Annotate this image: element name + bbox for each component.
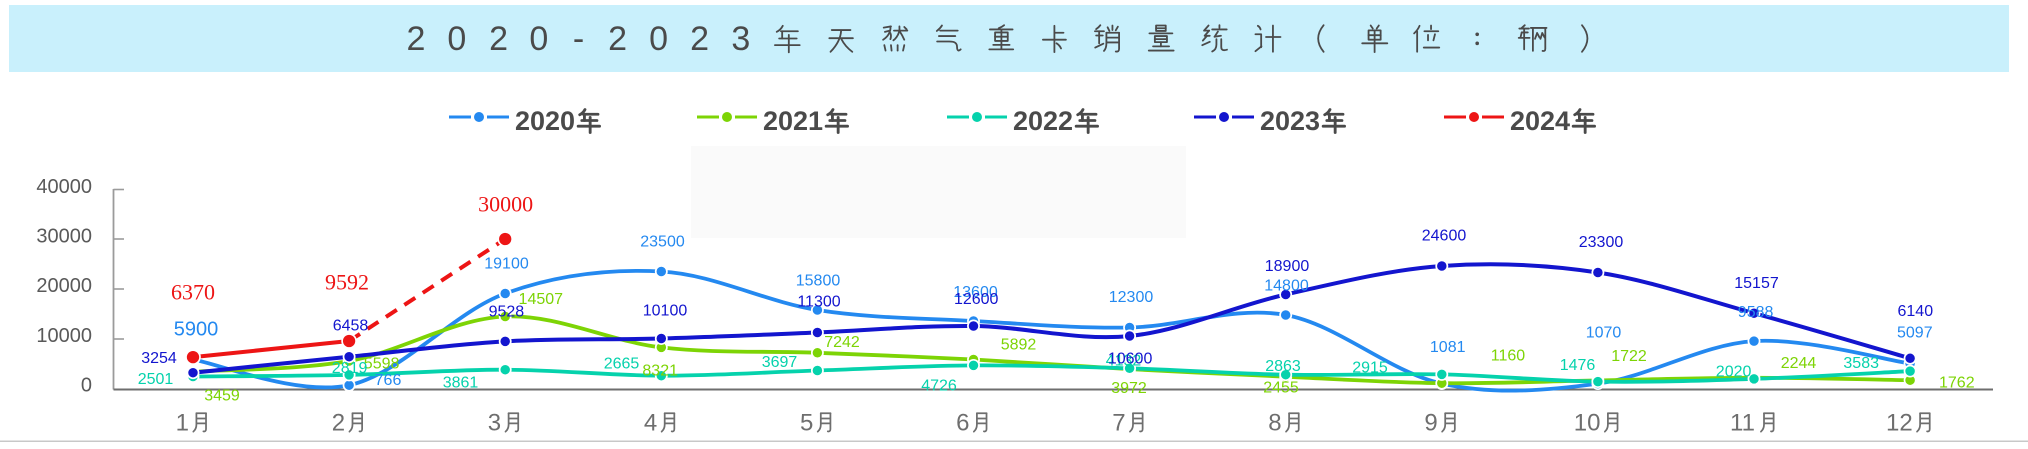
svg-text:8: 8 <box>1268 410 1281 437</box>
svg-text:3: 3 <box>731 20 750 58</box>
svg-text:20000: 20000 <box>36 275 92 297</box>
svg-text:9592: 9592 <box>325 269 369 294</box>
svg-text:6458: 6458 <box>333 318 369 335</box>
svg-text:30000: 30000 <box>478 192 533 217</box>
svg-text:2244: 2244 <box>1781 355 1817 372</box>
svg-text:2819: 2819 <box>332 360 368 377</box>
svg-text:11300: 11300 <box>797 294 840 311</box>
svg-text:1: 1 <box>176 410 189 437</box>
svg-text:6140: 6140 <box>1898 303 1934 320</box>
svg-text:0: 0 <box>649 20 668 58</box>
svg-text:2665: 2665 <box>604 355 640 372</box>
svg-text:2863: 2863 <box>1265 358 1301 375</box>
svg-text:0: 0 <box>447 20 466 58</box>
svg-text:1476: 1476 <box>1560 357 1596 374</box>
svg-text:1160: 1160 <box>1491 348 1526 365</box>
svg-text:12600: 12600 <box>954 291 999 308</box>
svg-text:5: 5 <box>800 410 813 437</box>
svg-text:6: 6 <box>956 410 969 437</box>
svg-text:4: 4 <box>644 410 657 437</box>
svg-text:2915: 2915 <box>1352 359 1388 376</box>
svg-text:4726: 4726 <box>921 377 957 394</box>
svg-text:2: 2 <box>489 20 508 58</box>
svg-text:10100: 10100 <box>643 302 688 319</box>
svg-text:-: - <box>573 20 584 58</box>
svg-text:2: 2 <box>407 20 426 58</box>
svg-text:1762: 1762 <box>1939 374 1975 391</box>
svg-text:2021: 2021 <box>763 106 823 136</box>
svg-text:23300: 23300 <box>1579 234 1624 251</box>
svg-text:11: 11 <box>1730 410 1755 437</box>
svg-text:15157: 15157 <box>1734 275 1779 292</box>
svg-text:2020: 2020 <box>1716 363 1752 380</box>
svg-text:24600: 24600 <box>1422 227 1467 244</box>
svg-text:1722: 1722 <box>1611 348 1647 365</box>
svg-text:2: 2 <box>332 410 345 437</box>
svg-text:0: 0 <box>81 374 92 396</box>
svg-text:2: 2 <box>608 20 627 58</box>
svg-text:9588: 9588 <box>1738 304 1774 321</box>
svg-text:10000: 10000 <box>36 325 92 347</box>
svg-text:15800: 15800 <box>796 273 841 290</box>
svg-text:3: 3 <box>488 410 501 437</box>
svg-text:10: 10 <box>1574 410 1601 437</box>
svg-text:2023: 2023 <box>1260 106 1320 136</box>
svg-text:3583: 3583 <box>1843 355 1879 372</box>
svg-text:5900: 5900 <box>174 319 219 341</box>
svg-text:18900: 18900 <box>1265 258 1310 275</box>
svg-text:19100: 19100 <box>484 256 529 273</box>
svg-text:2: 2 <box>690 20 709 58</box>
svg-text:1070: 1070 <box>1586 324 1622 341</box>
svg-text:4132: 4132 <box>1106 352 1142 369</box>
svg-text:3861: 3861 <box>443 375 479 392</box>
svg-text:3254: 3254 <box>141 350 177 367</box>
svg-text:1081: 1081 <box>1430 339 1466 356</box>
svg-text:5892: 5892 <box>1001 337 1037 354</box>
svg-text:23500: 23500 <box>640 233 685 250</box>
svg-text:14800: 14800 <box>1264 277 1309 294</box>
svg-text:9528: 9528 <box>489 303 525 320</box>
svg-text:12: 12 <box>1886 410 1913 437</box>
svg-text:12300: 12300 <box>1109 289 1154 306</box>
svg-text:7: 7 <box>1112 410 1125 437</box>
svg-text:6370: 6370 <box>171 279 215 304</box>
svg-text:3972: 3972 <box>1111 380 1147 397</box>
svg-text:2024: 2024 <box>1510 106 1570 136</box>
svg-text:2501: 2501 <box>138 371 174 388</box>
svg-text:766: 766 <box>375 372 402 389</box>
svg-text:10600: 10600 <box>1108 350 1153 367</box>
svg-text:0: 0 <box>529 20 548 58</box>
svg-text:2022: 2022 <box>1013 106 1073 136</box>
svg-text:3459: 3459 <box>204 388 240 405</box>
svg-text:2455: 2455 <box>1263 380 1299 397</box>
svg-text:7242: 7242 <box>824 334 860 351</box>
svg-text:2020: 2020 <box>515 106 575 136</box>
svg-text:8321: 8321 <box>642 363 678 380</box>
svg-text:14507: 14507 <box>519 291 564 308</box>
svg-text:40000: 40000 <box>36 176 92 198</box>
svg-text:13600: 13600 <box>953 284 998 301</box>
svg-text:3697: 3697 <box>762 354 798 371</box>
svg-text:5097: 5097 <box>1897 325 1933 342</box>
svg-text:9: 9 <box>1424 410 1437 437</box>
svg-text:5598: 5598 <box>364 355 400 372</box>
svg-text:30000: 30000 <box>36 226 92 248</box>
